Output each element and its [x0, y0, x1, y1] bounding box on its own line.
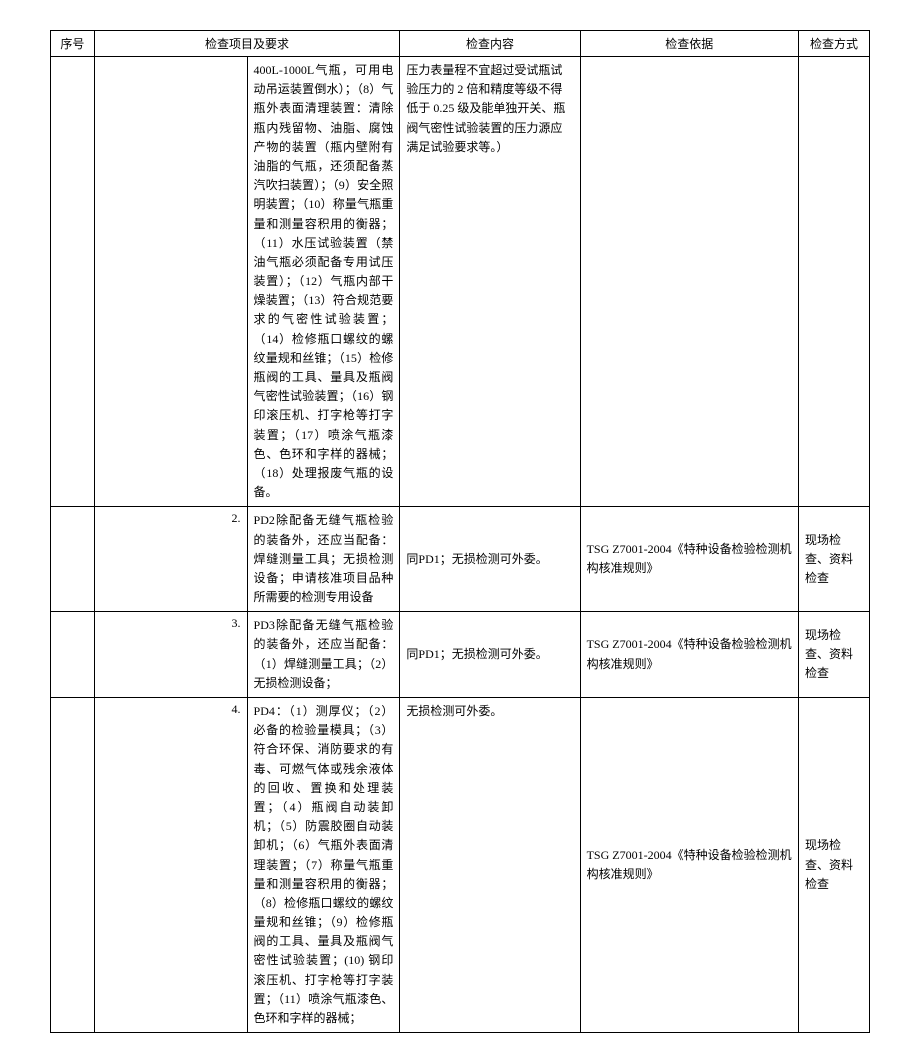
header-item: 检查项目及要求 [94, 31, 400, 57]
header-row: 序号 检查项目及要求 检查内容 检查依据 检查方式 [51, 31, 870, 57]
table-row: 2. PD2除配备无缝气瓶检验的装备外，还应当配备：焊缝测量工具；无损检测设备；… [51, 507, 870, 612]
cell-sub: 3. [94, 612, 247, 698]
cell-basis: TSG Z7001-2004《特种设备检验检测机构核准规则》 [580, 698, 798, 1033]
table-row: 4. PD4：（1）测厚仪；（2）必备的检验量模具；（3）符合环保、消防要求的有… [51, 698, 870, 1033]
inspection-table: 序号 检查项目及要求 检查内容 检查依据 检查方式 400L-1000L气瓶，可… [50, 30, 870, 1033]
header-content: 检查内容 [400, 31, 580, 57]
cell-content: 无损检测可外委。 [400, 698, 580, 1033]
header-basis: 检查依据 [580, 31, 798, 57]
header-seq: 序号 [51, 31, 95, 57]
cell-sub: 4. [94, 698, 247, 1033]
cell-item: PD3除配备无缝气瓶检验的装备外，还应当配备：（1）焊缝测量工具；（2）无损检测… [247, 612, 400, 698]
cell-basis [580, 57, 798, 507]
header-method: 检查方式 [798, 31, 869, 57]
table-row: 400L-1000L气瓶，可用电动吊运装置倒水）；（8）气瓶外表面清理装置：清除… [51, 57, 870, 507]
cell-method: 现场检查、资料检查 [798, 507, 869, 612]
cell-basis: TSG Z7001-2004《特种设备检验检测机构核准规则》 [580, 507, 798, 612]
cell-sub [94, 57, 247, 507]
cell-item: PD4：（1）测厚仪；（2）必备的检验量模具；（3）符合环保、消防要求的有毒、可… [247, 698, 400, 1033]
cell-seq [51, 57, 95, 507]
cell-sub: 2. [94, 507, 247, 612]
cell-basis: TSG Z7001-2004《特种设备检验检测机构核准规则》 [580, 612, 798, 698]
cell-content: 同PD1；无损检测可外委。 [400, 612, 580, 698]
cell-item: 400L-1000L气瓶，可用电动吊运装置倒水）；（8）气瓶外表面清理装置：清除… [247, 57, 400, 507]
cell-method: 现场检查、资料检查 [798, 612, 869, 698]
cell-seq [51, 612, 95, 698]
cell-content: 压力表量程不宜超过受试瓶试验压力的 2 倍和精度等级不得低于 0.25 级及能单… [400, 57, 580, 507]
cell-method [798, 57, 869, 507]
cell-seq [51, 507, 95, 612]
cell-seq [51, 698, 95, 1033]
cell-method: 现场检查、资料检查 [798, 698, 869, 1033]
cell-item: PD2除配备无缝气瓶检验的装备外，还应当配备：焊缝测量工具；无损检测设备；申请核… [247, 507, 400, 612]
cell-content: 同PD1；无损检测可外委。 [400, 507, 580, 612]
table-row: 3. PD3除配备无缝气瓶检验的装备外，还应当配备：（1）焊缝测量工具；（2）无… [51, 612, 870, 698]
